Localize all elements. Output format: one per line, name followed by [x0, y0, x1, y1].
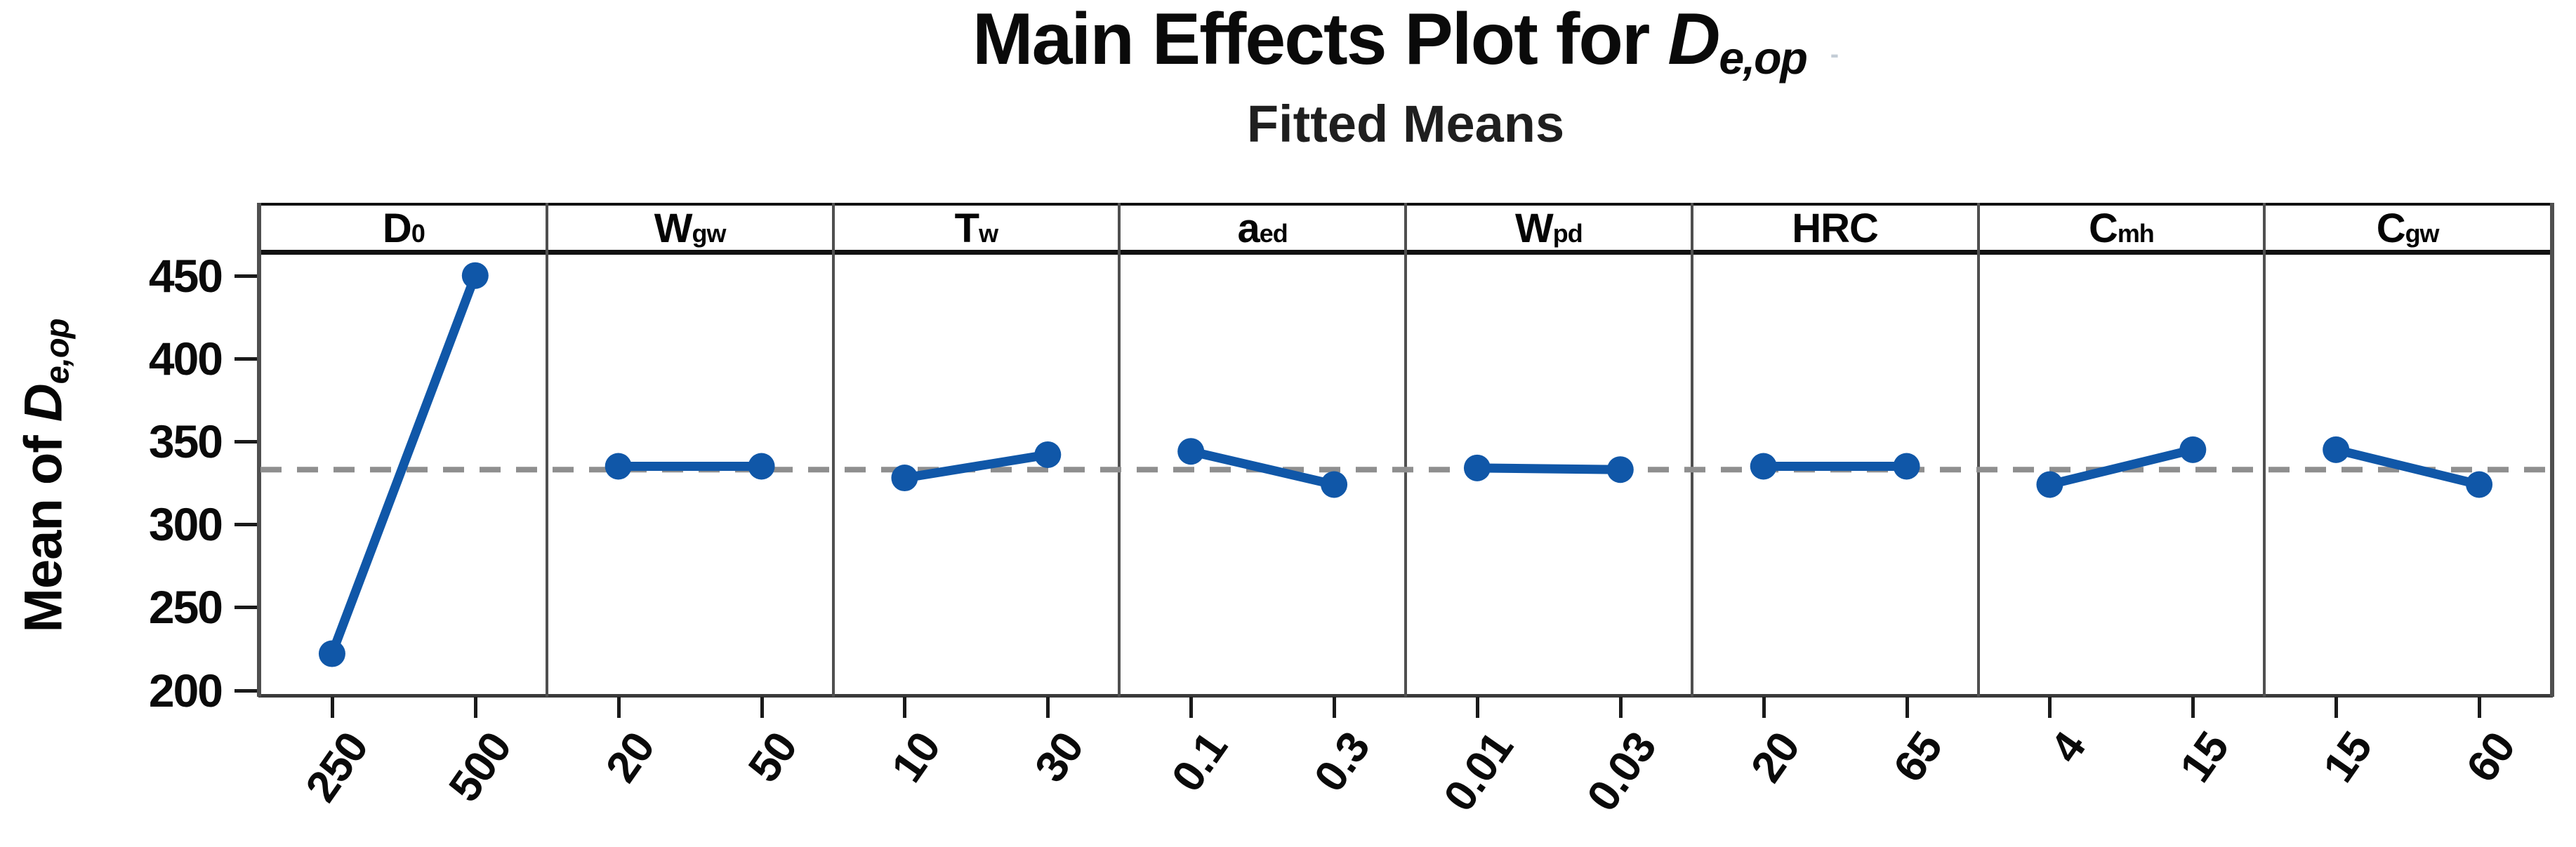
- plot-right-frame: [2550, 203, 2554, 697]
- x-axis-tick: [473, 697, 477, 718]
- effect-line-Cgw: [2331, 445, 2484, 489]
- chart-title-variable: D: [1667, 0, 1720, 80]
- x-axis-tick: [616, 697, 621, 718]
- y-tick-label: 400: [148, 332, 223, 385]
- y-axis-tick: [235, 440, 257, 444]
- panel-divider: [1118, 203, 1121, 697]
- x-axis-tick: [1475, 697, 1479, 718]
- x-axis-tick: [2048, 697, 2052, 718]
- x-axis-tick: [1046, 697, 1050, 718]
- panel-header-base: W: [654, 206, 693, 251]
- panel-header-subscript: w: [979, 219, 998, 248]
- panel-header-subscript: pd: [1552, 219, 1583, 248]
- panel-header-base: W: [1515, 206, 1554, 251]
- y-axis-tick: [235, 356, 257, 361]
- panel-header-base: T: [954, 206, 979, 251]
- title-block: Main Effects Plot for De,op - Fitted Mean…: [260, 0, 2551, 152]
- panel-header-subscript: ed: [1259, 219, 1288, 248]
- panel-divider: [1690, 203, 1693, 697]
- data-point-HRC-high: [1893, 453, 1920, 480]
- x-axis-tick: [2191, 697, 2195, 718]
- chart-title: Main Effects Plot for De,op -: [260, 0, 2551, 95]
- data-point-Cmh-low: [2036, 471, 2063, 498]
- x-axis-tick: [2334, 697, 2339, 718]
- panel-header-aed: a ed: [1119, 203, 1406, 254]
- panel-divider: [1404, 203, 1407, 697]
- data-point-Wpd-low: [1463, 454, 1491, 481]
- panel-header-subscript: 0: [411, 219, 425, 248]
- data-point-Cmh-high: [2179, 436, 2207, 463]
- panel-header-base: C: [2088, 206, 2118, 251]
- y-tick-label: 250: [148, 581, 223, 634]
- x-axis-tick: [1189, 697, 1194, 718]
- panel-header-base: HRC: [1792, 206, 1879, 251]
- y-axis-tick: [235, 606, 257, 610]
- y-tick-label: 450: [148, 249, 223, 302]
- x-axis-tick: [1333, 697, 1337, 718]
- panel-header-subscript: mh: [2117, 219, 2155, 248]
- panel-divider: [831, 203, 835, 697]
- data-point-Wgw-low: [605, 453, 632, 480]
- plot-left-frame: [257, 203, 261, 697]
- x-axis-tick: [760, 697, 764, 718]
- y-axis-tick: [235, 523, 257, 527]
- x-axis-tick: [1905, 697, 1909, 718]
- x-axis-tick: [903, 697, 907, 718]
- panel-divider: [2263, 203, 2266, 697]
- x-axis-tick: [330, 697, 334, 718]
- x-axis-tick: [1762, 697, 1766, 718]
- data-point-D0-low: [318, 640, 345, 667]
- panel-header-base: C: [2376, 206, 2406, 251]
- chart-title-variable-subscript: e,op: [1719, 33, 1808, 84]
- panel-divider: [545, 203, 548, 697]
- data-point-HRC-low: [1750, 453, 1777, 480]
- y-axis-tick: [235, 688, 257, 693]
- panel-divider: [1976, 203, 1980, 697]
- chart-title-text: Main Effects Plot for: [972, 0, 1668, 80]
- data-point-Tw-high: [1034, 441, 1062, 468]
- panel-header-subscript: gw: [692, 219, 727, 248]
- data-point-Wpd-high: [1606, 456, 1634, 483]
- data-point-D0-high: [461, 262, 489, 289]
- effect-line-D0: [327, 271, 480, 659]
- panel-header-base: a: [1237, 206, 1260, 251]
- data-point-Cgw-low: [2323, 436, 2350, 463]
- data-point-Wgw-high: [748, 453, 775, 480]
- y-tick-label: 300: [148, 498, 223, 551]
- effect-line-Wpd: [1472, 463, 1625, 474]
- data-point-aed-low: [1177, 438, 1205, 465]
- panel-header-HRC: HRC: [1692, 203, 1979, 254]
- title-trailing-mark: -: [1830, 39, 1839, 69]
- data-point-Cgw-high: [2466, 471, 2493, 498]
- effect-line-Cmh: [2045, 445, 2198, 489]
- panel-header-subscript: gw: [2405, 219, 2440, 248]
- y-tick-label: 350: [148, 415, 223, 468]
- x-axis-tick: [2478, 697, 2482, 718]
- effect-line-aed: [1186, 446, 1339, 489]
- chart-subtitle: Fitted Means: [1246, 95, 1565, 153]
- data-point-aed-high: [1321, 471, 1348, 498]
- y-tick-label: 200: [148, 664, 223, 716]
- data-point-Tw-low: [891, 465, 918, 492]
- x-axis-tick: [1618, 697, 1623, 718]
- panel-header-base: D: [382, 206, 412, 251]
- effect-line-Tw: [899, 450, 1052, 483]
- y-axis-tick: [235, 274, 257, 278]
